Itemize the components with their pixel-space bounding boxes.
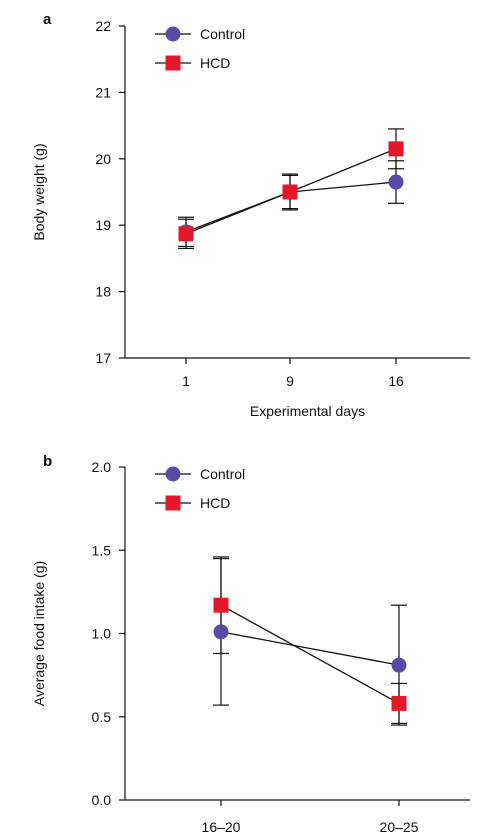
y-tick-label: 20 <box>95 151 111 167</box>
data-point-hcd <box>213 597 229 613</box>
y-tick-label: 0.0 <box>92 792 112 808</box>
y-tick-label: 22 <box>95 18 111 34</box>
y-tick-label: 21 <box>95 84 111 100</box>
data-point-control <box>213 624 229 640</box>
legend-label: Control <box>200 26 245 42</box>
y-tick-label: 19 <box>95 217 111 233</box>
legend-marker-control <box>165 26 181 42</box>
x-axis-label: Experimental days <box>250 403 365 419</box>
legend-label: HCD <box>200 495 230 511</box>
data-point-control <box>391 657 407 673</box>
x-tick-label: 16–20 <box>202 819 241 835</box>
series-line-hcd <box>220 604 400 704</box>
x-tick-label: 1 <box>182 373 190 389</box>
panel-b: b 0.0 0.5 1.0 1.5 2.0 16–20 20–25 Average food i… <box>31 453 470 835</box>
legend-label: HCD <box>200 55 230 71</box>
y-tick-label: 1.0 <box>92 626 112 642</box>
data-point-hcd <box>391 695 407 711</box>
series-line-control <box>220 631 400 666</box>
legend-label: Control <box>200 466 245 482</box>
data-point-hcd <box>388 141 404 157</box>
panel-label: b <box>43 453 52 470</box>
y-tick-label: 1.5 <box>92 542 112 558</box>
data-point-hcd <box>282 184 298 200</box>
legend-marker-hcd <box>165 495 181 511</box>
legend-marker-control <box>165 466 181 482</box>
y-tick-label: 18 <box>95 284 111 300</box>
y-axis-label: Average food intake (g) <box>31 561 47 706</box>
y-tick-label: 17 <box>95 350 111 366</box>
y-tick-label: 0.5 <box>92 709 112 725</box>
x-tick-label: 9 <box>286 373 294 389</box>
data-point-hcd <box>178 226 194 242</box>
x-tick-label: 16 <box>388 373 404 389</box>
x-tick-label: 20–25 <box>380 819 419 835</box>
y-tick-label: 2.0 <box>92 459 112 475</box>
data-point-control <box>388 174 404 190</box>
legend-marker-hcd <box>165 55 181 71</box>
y-axis-label: Body weight (g) <box>31 143 47 240</box>
panel-label: a <box>43 11 52 28</box>
